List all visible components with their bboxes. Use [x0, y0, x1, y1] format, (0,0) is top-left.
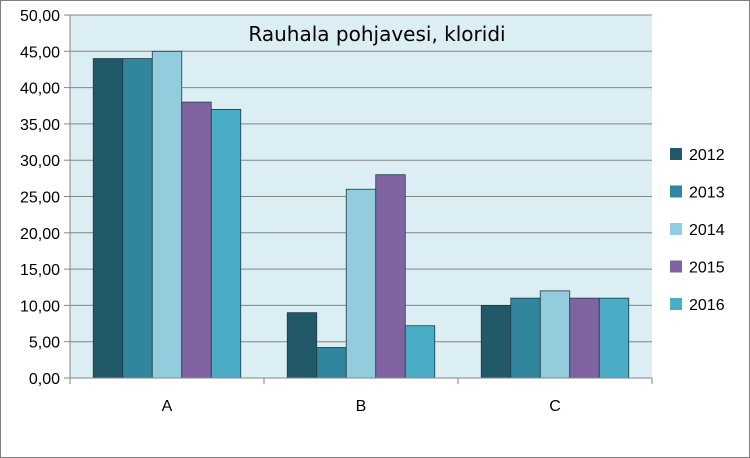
bar-2016-A [210, 108, 242, 379]
bar-2013-B [316, 347, 347, 379]
bar-2013-A [122, 58, 153, 379]
bar-2012-A [92, 58, 124, 379]
y-tick-label: 5,00 [29, 335, 60, 352]
bar-2012-B [286, 312, 318, 379]
bar-2013-C [510, 297, 541, 379]
y-tick-label: 10,00 [20, 298, 60, 315]
legend-swatch-2016 [670, 298, 682, 310]
y-tick-label: 45,00 [20, 44, 60, 61]
chart-title: Rauhala pohjavesi, kloridi [248, 22, 505, 46]
x-tick-label: A [162, 398, 173, 415]
bar-2014-A [151, 50, 183, 379]
bar-2014-C [539, 290, 571, 379]
legend-label-2013: 2013 [689, 185, 725, 202]
bar-2014-B [345, 188, 377, 379]
legend-swatch-2013 [670, 185, 682, 198]
legend-label-2012: 2012 [689, 147, 725, 164]
y-tick-label: 20,00 [20, 226, 60, 243]
bar-2015-A [181, 101, 212, 379]
y-tick-label: 25,00 [20, 190, 60, 207]
legend: 2012 2013 2014 2015 2016 [670, 147, 725, 314]
legend-label-2014: 2014 [689, 222, 725, 239]
x-axis-ticks: A B C [69, 378, 653, 415]
y-tick-label: 40,00 [20, 81, 60, 98]
bar-2015-C [569, 297, 600, 379]
legend-label-2016: 2016 [689, 297, 725, 314]
legend-swatch-2014 [670, 223, 682, 235]
bar-2016-B [404, 325, 436, 379]
legend-swatch-2015 [670, 260, 682, 273]
bars [92, 50, 630, 379]
y-tick-label: 30,00 [20, 153, 60, 170]
y-axis-ticks: 0,00 5,00 10,00 15,00 20,00 25,00 30,00 35,00 40… [20, 8, 70, 388]
legend-label-2015: 2015 [689, 260, 725, 277]
bar-2015-B [375, 174, 406, 379]
y-tick-label: 0,00 [29, 371, 60, 388]
x-tick-label: B [356, 398, 367, 415]
y-tick-label: 15,00 [20, 262, 60, 279]
x-tick-label: C [549, 398, 561, 415]
bar-2016-C [598, 297, 630, 379]
legend-swatch-2012 [670, 148, 682, 160]
y-tick-label: 50,00 [20, 8, 60, 25]
y-tick-label: 35,00 [20, 117, 60, 134]
bar-2012-C [480, 304, 512, 379]
